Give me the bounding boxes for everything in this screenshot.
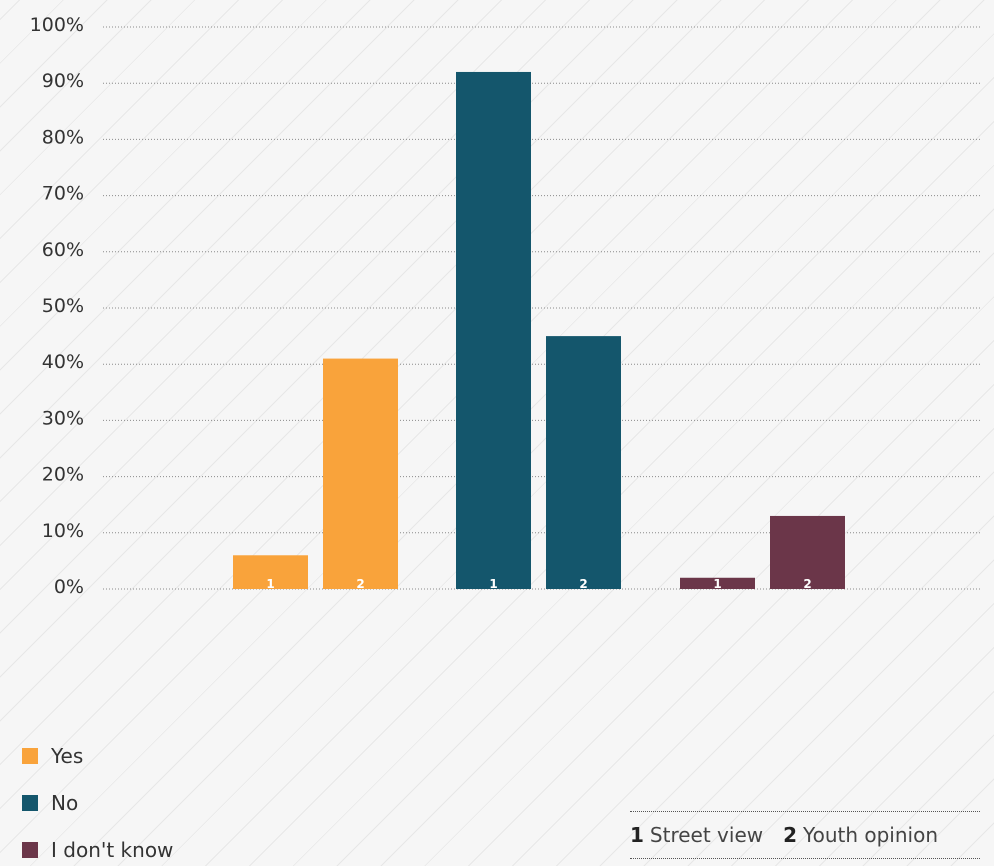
bar-2-2 <box>546 336 621 589</box>
series-key-entry-2: 2 Youth opinion <box>783 823 938 847</box>
legend-label-yes: Yes <box>51 744 83 768</box>
y-tick-label: 60% <box>42 239 84 261</box>
y-tick-label: 30% <box>42 407 84 429</box>
series-key: 1 Street view 2 Youth opinion <box>630 811 980 859</box>
series-key-name-2: Youth opinion <box>803 823 938 847</box>
bar-series-label: 2 <box>579 577 587 591</box>
y-axis: 0% 10% 20% 30% 40% 50% 60% 70% 80% 90% 100% <box>30 14 84 598</box>
bar-series-label: 2 <box>803 577 811 591</box>
y-tick-label: 70% <box>42 183 84 205</box>
y-tick-label: 100% <box>30 14 84 36</box>
y-tick-label: 10% <box>42 520 84 542</box>
legend-item-yes: Yes <box>22 744 173 768</box>
y-tick-label: 40% <box>42 351 84 373</box>
legend-label-no: No <box>51 791 78 815</box>
legend-item-no: No <box>22 791 173 815</box>
bar-1-2 <box>323 359 398 589</box>
series-key-name-1: Street view <box>650 823 763 847</box>
legend-swatch-no <box>22 795 38 811</box>
y-tick-label: 90% <box>42 70 84 92</box>
y-tick-label: 50% <box>42 295 84 317</box>
legend: Yes No I don't know <box>22 744 173 866</box>
bar-series-label: 1 <box>489 577 497 591</box>
legend-label-dont-know: I don't know <box>51 838 173 862</box>
legend-swatch-yes <box>22 748 38 764</box>
legend-item-dont-know: I don't know <box>22 838 173 862</box>
y-tick-label: 0% <box>54 576 84 598</box>
gridlines <box>103 27 980 589</box>
bar-2-1 <box>456 72 531 589</box>
series-key-number-1: 1 <box>630 823 644 847</box>
bars: 1 2 1 2 1 2 <box>233 72 845 591</box>
legend-swatch-dont-know <box>22 842 38 858</box>
series-key-entry-1: 1 Street view <box>630 823 763 847</box>
bar-series-label: 1 <box>266 577 274 591</box>
series-key-number-2: 2 <box>783 823 797 847</box>
bar-series-label: 2 <box>356 577 364 591</box>
y-tick-label: 20% <box>42 464 84 486</box>
bar-series-label: 1 <box>713 577 721 591</box>
y-tick-label: 80% <box>42 126 84 148</box>
